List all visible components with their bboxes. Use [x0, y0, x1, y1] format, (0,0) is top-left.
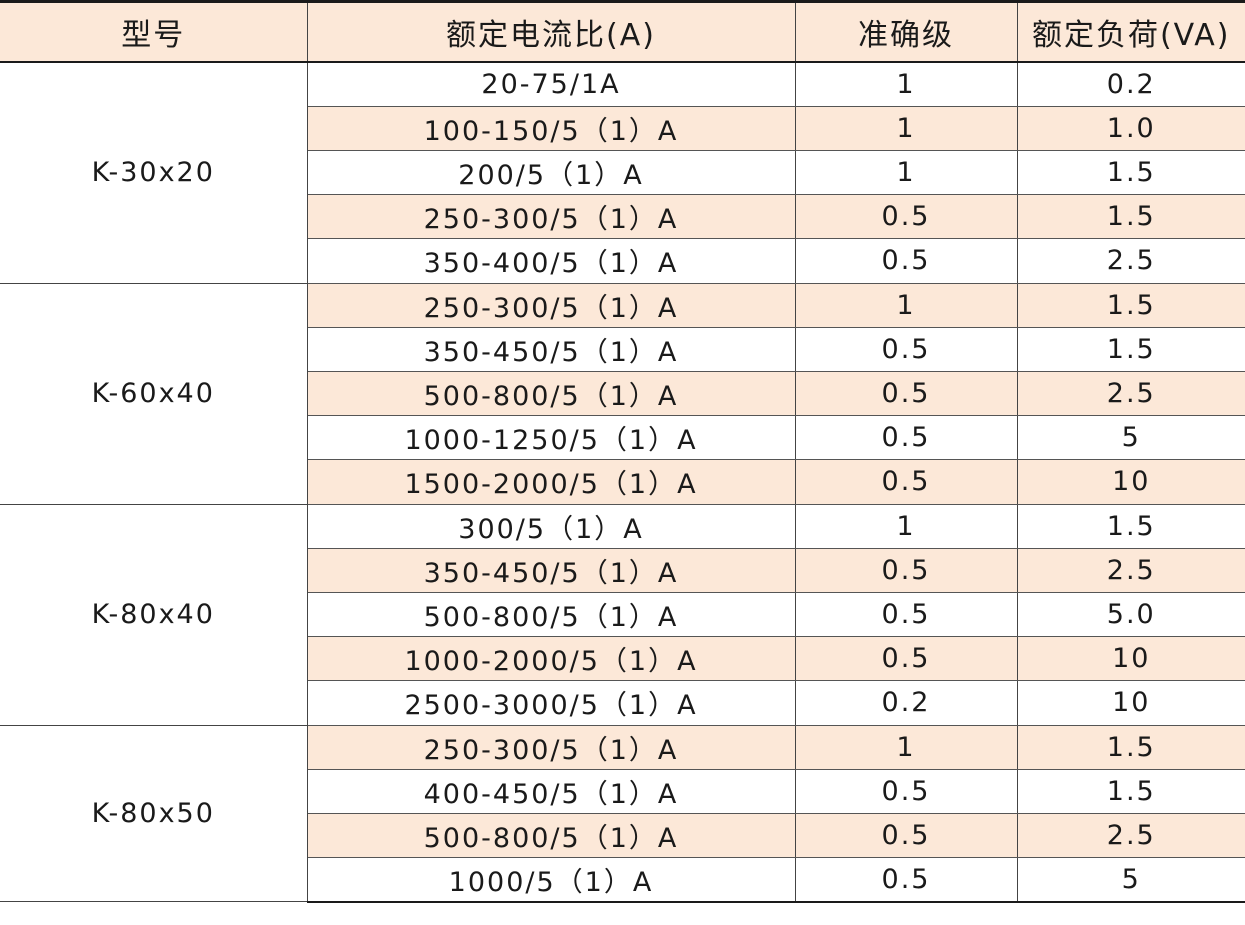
rated-burden-cell: 5.0 [1016, 592, 1245, 638]
current-ratio-cell: 350-450/5（1）A [306, 548, 796, 593]
rated-burden-cell: 2.5 [1016, 238, 1245, 284]
model-cell: K-30x20 [0, 62, 308, 284]
header-accuracy-class: 准确级 [794, 0, 1018, 63]
table-row: 1000/5（1）A 0.5 5 [0, 857, 1245, 903]
table-row: 1000-2000/5（1）A 0.5 10 [0, 636, 1245, 682]
accuracy-class-cell: 0.5 [794, 415, 1018, 461]
current-ratio-cell: 500-800/5（1）A [306, 371, 796, 417]
accuracy-class-cell: 0.5 [794, 592, 1018, 638]
accuracy-class-cell: 0.5 [794, 238, 1018, 284]
model-cell: K-60x40 [0, 283, 308, 505]
rated-burden-cell: 1.5 [1016, 283, 1245, 328]
current-ratio-cell: 100-150/5（1）A [306, 106, 796, 151]
current-ratio-cell: 350-400/5（1）A [306, 238, 796, 284]
accuracy-class-cell: 0.5 [794, 636, 1018, 682]
header-rated-burden: 额定负荷(VA) [1016, 0, 1245, 63]
table-row: K-80x50 250-300/5（1）A 1 1.5 [0, 725, 1245, 903]
current-ratio-cell: 1000-1250/5（1）A [306, 415, 796, 461]
rated-burden-cell: 2.5 [1016, 371, 1245, 417]
accuracy-class-cell: 0.5 [794, 459, 1018, 505]
rated-burden-cell: 5 [1016, 415, 1245, 461]
current-ratio-cell: 400-450/5（1）A [306, 769, 796, 814]
rated-burden-cell: 10 [1016, 636, 1245, 682]
table-row: K-30x20 20-75/1A 1 0.2 [0, 62, 1245, 284]
table-row: 250-300/5（1）A 0.5 1.5 [0, 194, 1245, 240]
table-header: 型号 额定电流比(A) 准确级 额定负荷(VA) [0, 0, 1245, 63]
current-ratio-cell: 300/5（1）A [306, 504, 796, 549]
accuracy-class-cell: 1 [794, 150, 1018, 196]
table-row: 1000-1250/5（1）A 0.5 5 [0, 415, 1245, 461]
accuracy-class-cell: 1 [794, 62, 1018, 107]
current-ratio-cell: 200/5（1）A [306, 150, 796, 196]
table-row: 500-800/5（1）A 0.5 5.0 [0, 592, 1245, 638]
table-row: 350-450/5（1）A 0.5 2.5 [0, 548, 1245, 593]
header-row: 型号 额定电流比(A) 准确级 额定负荷(VA) [0, 0, 1245, 63]
header-model: 型号 [0, 0, 308, 63]
accuracy-class-cell: 1 [794, 106, 1018, 151]
accuracy-class-cell: 0.5 [794, 769, 1018, 814]
accuracy-class-cell: 0.5 [794, 813, 1018, 859]
current-ratio-cell: 20-75/1A [306, 62, 796, 107]
current-ratio-cell: 250-300/5（1）A [306, 283, 796, 328]
rated-burden-cell: 1.5 [1016, 725, 1245, 770]
table-row: 200/5（1）A 1 1.5 [0, 150, 1245, 196]
table-row: K-80x40 300/5（1）A 1 1.5 [0, 504, 1245, 726]
rated-burden-cell: 1.5 [1016, 150, 1245, 196]
current-ratio-cell: 500-800/5（1）A [306, 813, 796, 859]
accuracy-class-cell: 0.5 [794, 548, 1018, 593]
table-row: 350-400/5（1）A 0.5 2.5 [0, 238, 1245, 284]
model-cell: K-80x40 [0, 504, 308, 726]
rated-burden-cell: 1.5 [1016, 769, 1245, 814]
current-ratio-cell: 250-300/5（1）A [306, 725, 796, 770]
rated-burden-cell: 5 [1016, 857, 1245, 903]
accuracy-class-cell: 0.5 [794, 327, 1018, 372]
rated-burden-cell: 1.5 [1016, 327, 1245, 372]
accuracy-class-cell: 0.5 [794, 371, 1018, 417]
current-ratio-cell: 250-300/5（1）A [306, 194, 796, 240]
spec-table: 型号 额定电流比(A) 准确级 额定负荷(VA) K-30x20 20-75/1A… [0, 0, 1245, 903]
current-ratio-cell: 1000/5（1）A [306, 857, 796, 903]
current-ratio-cell: 1500-2000/5（1）A [306, 459, 796, 505]
model-cell: K-80x50 [0, 725, 308, 903]
current-ratio-cell: 2500-3000/5（1）A [306, 680, 796, 726]
table-row: 500-800/5（1）A 0.5 2.5 [0, 813, 1245, 859]
rated-burden-cell: 1.0 [1016, 106, 1245, 151]
rated-burden-cell: 10 [1016, 680, 1245, 726]
accuracy-class-cell: 1 [794, 283, 1018, 328]
table-row: 1500-2000/5（1）A 0.5 10 [0, 459, 1245, 505]
accuracy-class-cell: 0.5 [794, 194, 1018, 240]
table-row: 2500-3000/5（1）A 0.2 10 [0, 680, 1245, 726]
table-row: K-60x40 250-300/5（1）A 1 1.5 [0, 283, 1245, 505]
rated-burden-cell: 0.2 [1016, 62, 1245, 107]
table-body: K-30x20 20-75/1A 1 0.2 100-150/5（1）A 1 1.0 200/… [0, 62, 1245, 903]
accuracy-class-cell: 0.2 [794, 680, 1018, 726]
table-row: 100-150/5（1）A 1 1.0 [0, 106, 1245, 151]
current-ratio-cell: 1000-2000/5（1）A [306, 636, 796, 682]
table-row: 500-800/5（1）A 0.5 2.5 [0, 371, 1245, 417]
rated-burden-cell: 10 [1016, 459, 1245, 505]
rated-burden-cell: 1.5 [1016, 504, 1245, 549]
rated-burden-cell: 1.5 [1016, 194, 1245, 240]
table-row: 400-450/5（1）A 0.5 1.5 [0, 769, 1245, 814]
rated-burden-cell: 2.5 [1016, 548, 1245, 593]
rated-burden-cell: 2.5 [1016, 813, 1245, 859]
accuracy-class-cell: 1 [794, 504, 1018, 549]
accuracy-class-cell: 0.5 [794, 857, 1018, 903]
current-ratio-cell: 500-800/5（1）A [306, 592, 796, 638]
header-current-ratio: 额定电流比(A) [306, 0, 796, 63]
accuracy-class-cell: 1 [794, 725, 1018, 770]
current-ratio-cell: 350-450/5（1）A [306, 327, 796, 372]
table-row: 350-450/5（1）A 0.5 1.5 [0, 327, 1245, 372]
